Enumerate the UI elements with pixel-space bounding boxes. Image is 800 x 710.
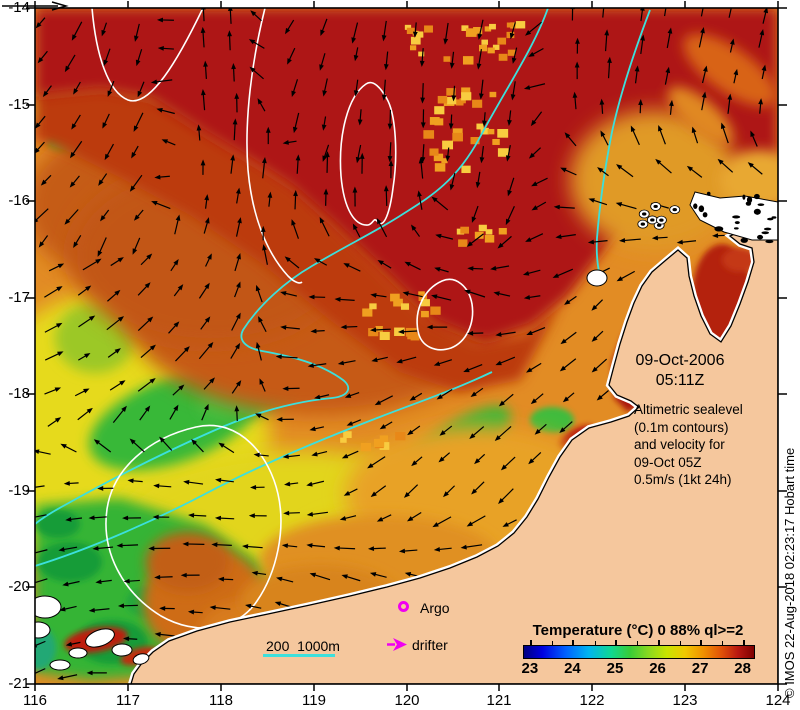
info-line: 0.5m/s (1kt 24h)	[634, 472, 732, 487]
drifter-arrow-icon	[387, 638, 407, 651]
bathymetry-scale-line	[263, 654, 335, 657]
land	[35, 191, 778, 684]
time-text: 05:11Z	[655, 372, 705, 389]
date-text: 09-Oct-2006	[635, 352, 725, 369]
lon-label: 120	[394, 692, 420, 709]
colorbar-tick	[657, 640, 660, 646]
datetime-annotation: 09-Oct-2006 05:11Z	[605, 351, 755, 391]
colorbar-tick-label: 25	[606, 660, 624, 677]
bathymetry-legend-label: 200 1000m	[266, 638, 340, 654]
info-line: 09-Oct 05Z	[634, 454, 702, 470]
lat-label: -20	[8, 578, 30, 595]
colorbar-tick-label: 23	[521, 660, 539, 677]
colorbar-tick	[742, 640, 745, 646]
velocity-scale-arrow-icon	[2, 1, 69, 11]
land-fill	[130, 214, 778, 684]
lon-label: 122	[579, 692, 605, 709]
masked-pixel-clusters	[340, 21, 526, 452]
colorbar-tick	[700, 640, 703, 646]
colorbar-tick-label: 26	[649, 660, 666, 677]
lon-label: 118	[209, 692, 233, 709]
lat-label: -15	[8, 96, 30, 113]
lat-label: -16	[8, 192, 30, 209]
lat-label: -14	[8, 0, 30, 16]
sst-field	[35, 8, 778, 684]
info-line: Altimetric sealevel	[634, 402, 743, 417]
info-line: and velocity for	[634, 437, 725, 452]
lat-label: -17	[8, 289, 30, 306]
colorbar-minor-tick	[552, 641, 554, 646]
islands	[35, 269, 608, 671]
axis-ticks	[26, 1, 787, 691]
drifter-label: drifter	[412, 637, 448, 653]
colorbar-tick-label: 24	[564, 660, 581, 677]
lat-label: -19	[8, 482, 30, 499]
lon-label: 116	[23, 692, 47, 709]
colorbar-minor-tick	[594, 641, 596, 646]
lon-label: 117	[116, 692, 140, 709]
colorbar-minor-tick	[722, 641, 724, 646]
lon-label: 119	[302, 692, 326, 709]
argo-marker-icon	[398, 601, 409, 612]
lon-label: 123	[672, 692, 698, 709]
lat-label: -21	[8, 675, 30, 692]
colorbar-tick	[572, 640, 575, 646]
lon-label: 121	[486, 692, 512, 709]
argo-label: Argo	[420, 600, 450, 616]
colorbar-title: Temperature (°C) 0 88% ql>=2	[532, 622, 744, 639]
archipelago-islets	[637, 191, 777, 244]
colorbar-tick	[615, 640, 617, 646]
credit-text: © IMOS 22-Aug-2018 02:23:17 Hobart time	[782, 447, 797, 698]
map-frame	[34, 7, 779, 685]
colorbar-tick	[529, 640, 532, 646]
lat-label: -18	[8, 385, 30, 402]
bathymetry-contours	[35, 8, 651, 567]
info-line: (0.1m contours)	[634, 419, 729, 435]
colorbar-tick-label: 27	[691, 660, 709, 677]
lon-label: 124	[765, 692, 791, 709]
colorbar	[523, 640, 755, 659]
velocity-arrows	[35, 8, 769, 681]
colorbar-minor-tick	[637, 641, 639, 646]
altimetry-info-annotation: Altimetric sealevel (0.1m contours) and ve…	[634, 401, 784, 489]
colorbar-tick-label: 28	[734, 660, 751, 677]
colorbar-minor-tick	[679, 641, 681, 646]
